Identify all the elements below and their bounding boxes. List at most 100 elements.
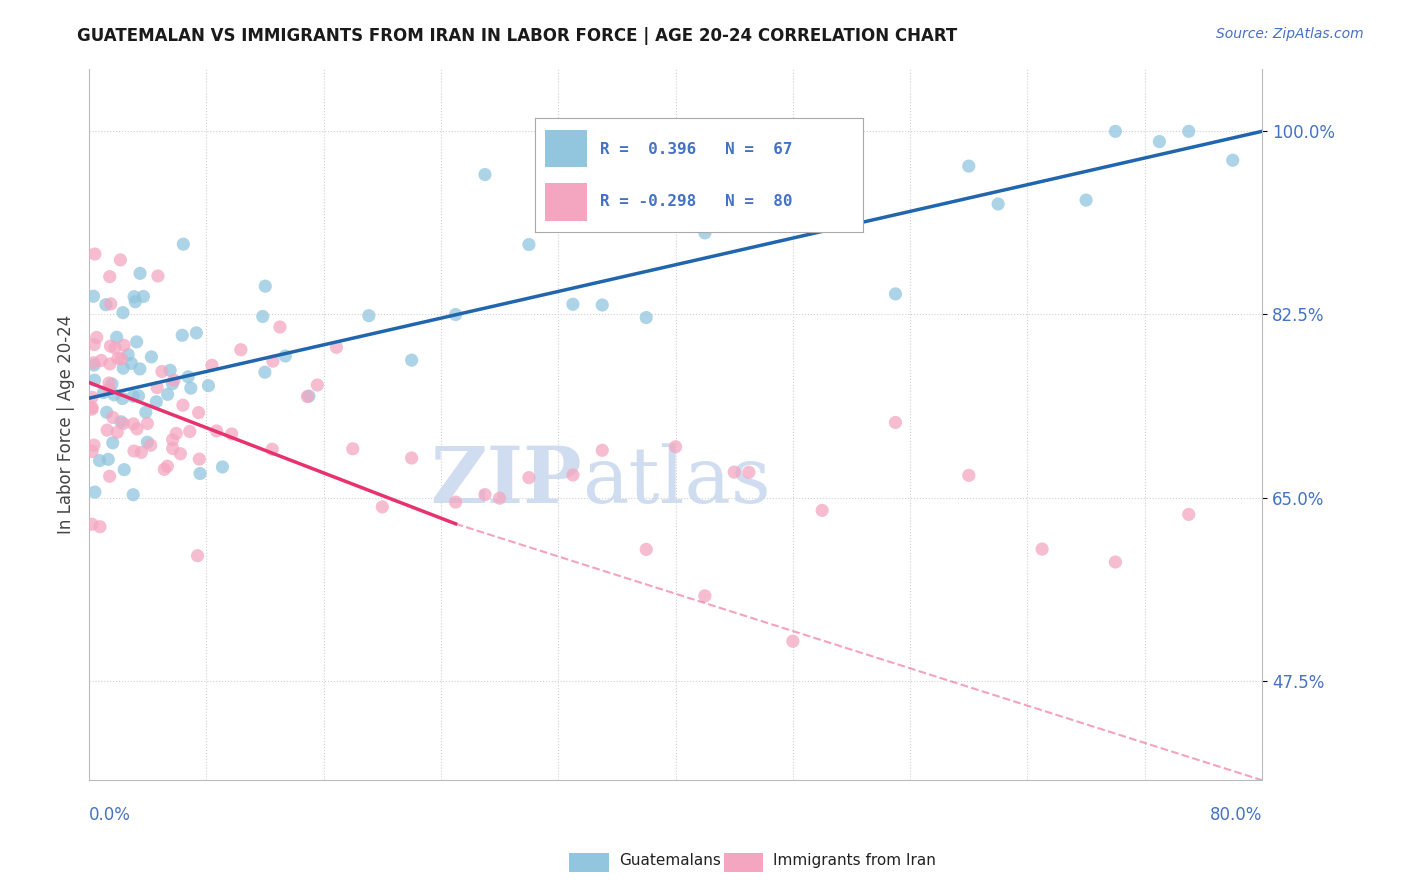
- Point: [112, 463, 135, 477]
- Point: [110, 252, 132, 267]
- Point: [371, 500, 394, 514]
- Point: [112, 361, 135, 376]
- Point: [83, 373, 105, 387]
- Point: [162, 442, 184, 456]
- Point: [111, 392, 134, 406]
- Point: [179, 425, 201, 439]
- Point: [188, 467, 211, 481]
- Point: [723, 465, 745, 479]
- Point: [101, 376, 124, 391]
- Point: [262, 354, 284, 368]
- Point: [1177, 508, 1199, 522]
- Point: [262, 442, 284, 457]
- Point: [83, 485, 105, 500]
- Point: [444, 495, 467, 509]
- Point: [122, 290, 145, 304]
- Point: [101, 435, 124, 450]
- Point: [105, 425, 128, 440]
- Point: [172, 328, 194, 343]
- Point: [474, 168, 496, 182]
- Point: [693, 226, 716, 240]
- Point: [187, 406, 209, 420]
- Point: [229, 343, 252, 357]
- Point: [80, 401, 103, 415]
- Point: [150, 364, 173, 378]
- Point: [1177, 124, 1199, 138]
- Point: [132, 289, 155, 303]
- Point: [211, 459, 233, 474]
- Point: [122, 417, 145, 431]
- Point: [89, 453, 111, 467]
- Point: [122, 444, 145, 458]
- Point: [782, 634, 804, 648]
- Point: [252, 310, 274, 324]
- Text: Source: ZipAtlas.com: Source: ZipAtlas.com: [1216, 27, 1364, 41]
- Point: [80, 402, 103, 417]
- Point: [1149, 135, 1171, 149]
- Point: [591, 443, 613, 458]
- Point: [100, 297, 122, 311]
- Point: [811, 503, 834, 517]
- Point: [98, 469, 121, 483]
- Point: [188, 452, 211, 467]
- Point: [165, 426, 187, 441]
- Point: [146, 268, 169, 283]
- Point: [274, 349, 297, 363]
- Point: [135, 405, 157, 419]
- Point: [96, 423, 118, 437]
- Point: [811, 198, 834, 212]
- Point: [636, 310, 658, 325]
- Point: [110, 351, 132, 366]
- Text: GUATEMALAN VS IMMIGRANTS FROM IRAN IN LABOR FORCE | AGE 20-24 CORRELATION CHART: GUATEMALAN VS IMMIGRANTS FROM IRAN IN LA…: [77, 27, 957, 45]
- Point: [325, 340, 347, 354]
- Point: [738, 465, 761, 479]
- Y-axis label: In Labor Force | Age 20-24: In Labor Force | Age 20-24: [58, 315, 75, 534]
- Point: [169, 447, 191, 461]
- Point: [146, 381, 169, 395]
- Point: [136, 435, 159, 450]
- Point: [120, 356, 142, 370]
- Point: [591, 298, 613, 312]
- Point: [112, 338, 135, 352]
- Point: [307, 378, 329, 392]
- Point: [105, 330, 128, 344]
- Point: [117, 347, 139, 361]
- Point: [636, 542, 658, 557]
- Point: [110, 415, 132, 429]
- Point: [82, 289, 104, 303]
- Point: [125, 334, 148, 349]
- Point: [269, 320, 291, 334]
- Point: [112, 417, 135, 431]
- Point: [884, 416, 907, 430]
- Point: [129, 445, 152, 459]
- Point: [153, 462, 176, 476]
- Point: [884, 287, 907, 301]
- Point: [80, 444, 103, 458]
- Point: [298, 389, 321, 403]
- Point: [96, 405, 118, 419]
- Point: [517, 470, 540, 484]
- Point: [128, 362, 150, 376]
- Point: [1104, 555, 1126, 569]
- Point: [141, 350, 163, 364]
- Point: [159, 363, 181, 377]
- Point: [104, 341, 127, 355]
- Point: [163, 373, 186, 387]
- Point: [89, 519, 111, 533]
- Text: Guatemalans: Guatemalans: [619, 854, 720, 868]
- Point: [80, 517, 103, 532]
- Point: [987, 197, 1010, 211]
- Point: [128, 389, 150, 403]
- Point: [111, 306, 134, 320]
- Point: [401, 353, 423, 368]
- Point: [83, 337, 105, 351]
- Point: [177, 369, 200, 384]
- Point: [1031, 542, 1053, 557]
- Point: [186, 326, 208, 340]
- Point: [957, 468, 980, 483]
- Point: [1222, 153, 1244, 168]
- Point: [122, 389, 145, 403]
- Point: [342, 442, 364, 456]
- Point: [357, 309, 380, 323]
- Point: [488, 491, 510, 505]
